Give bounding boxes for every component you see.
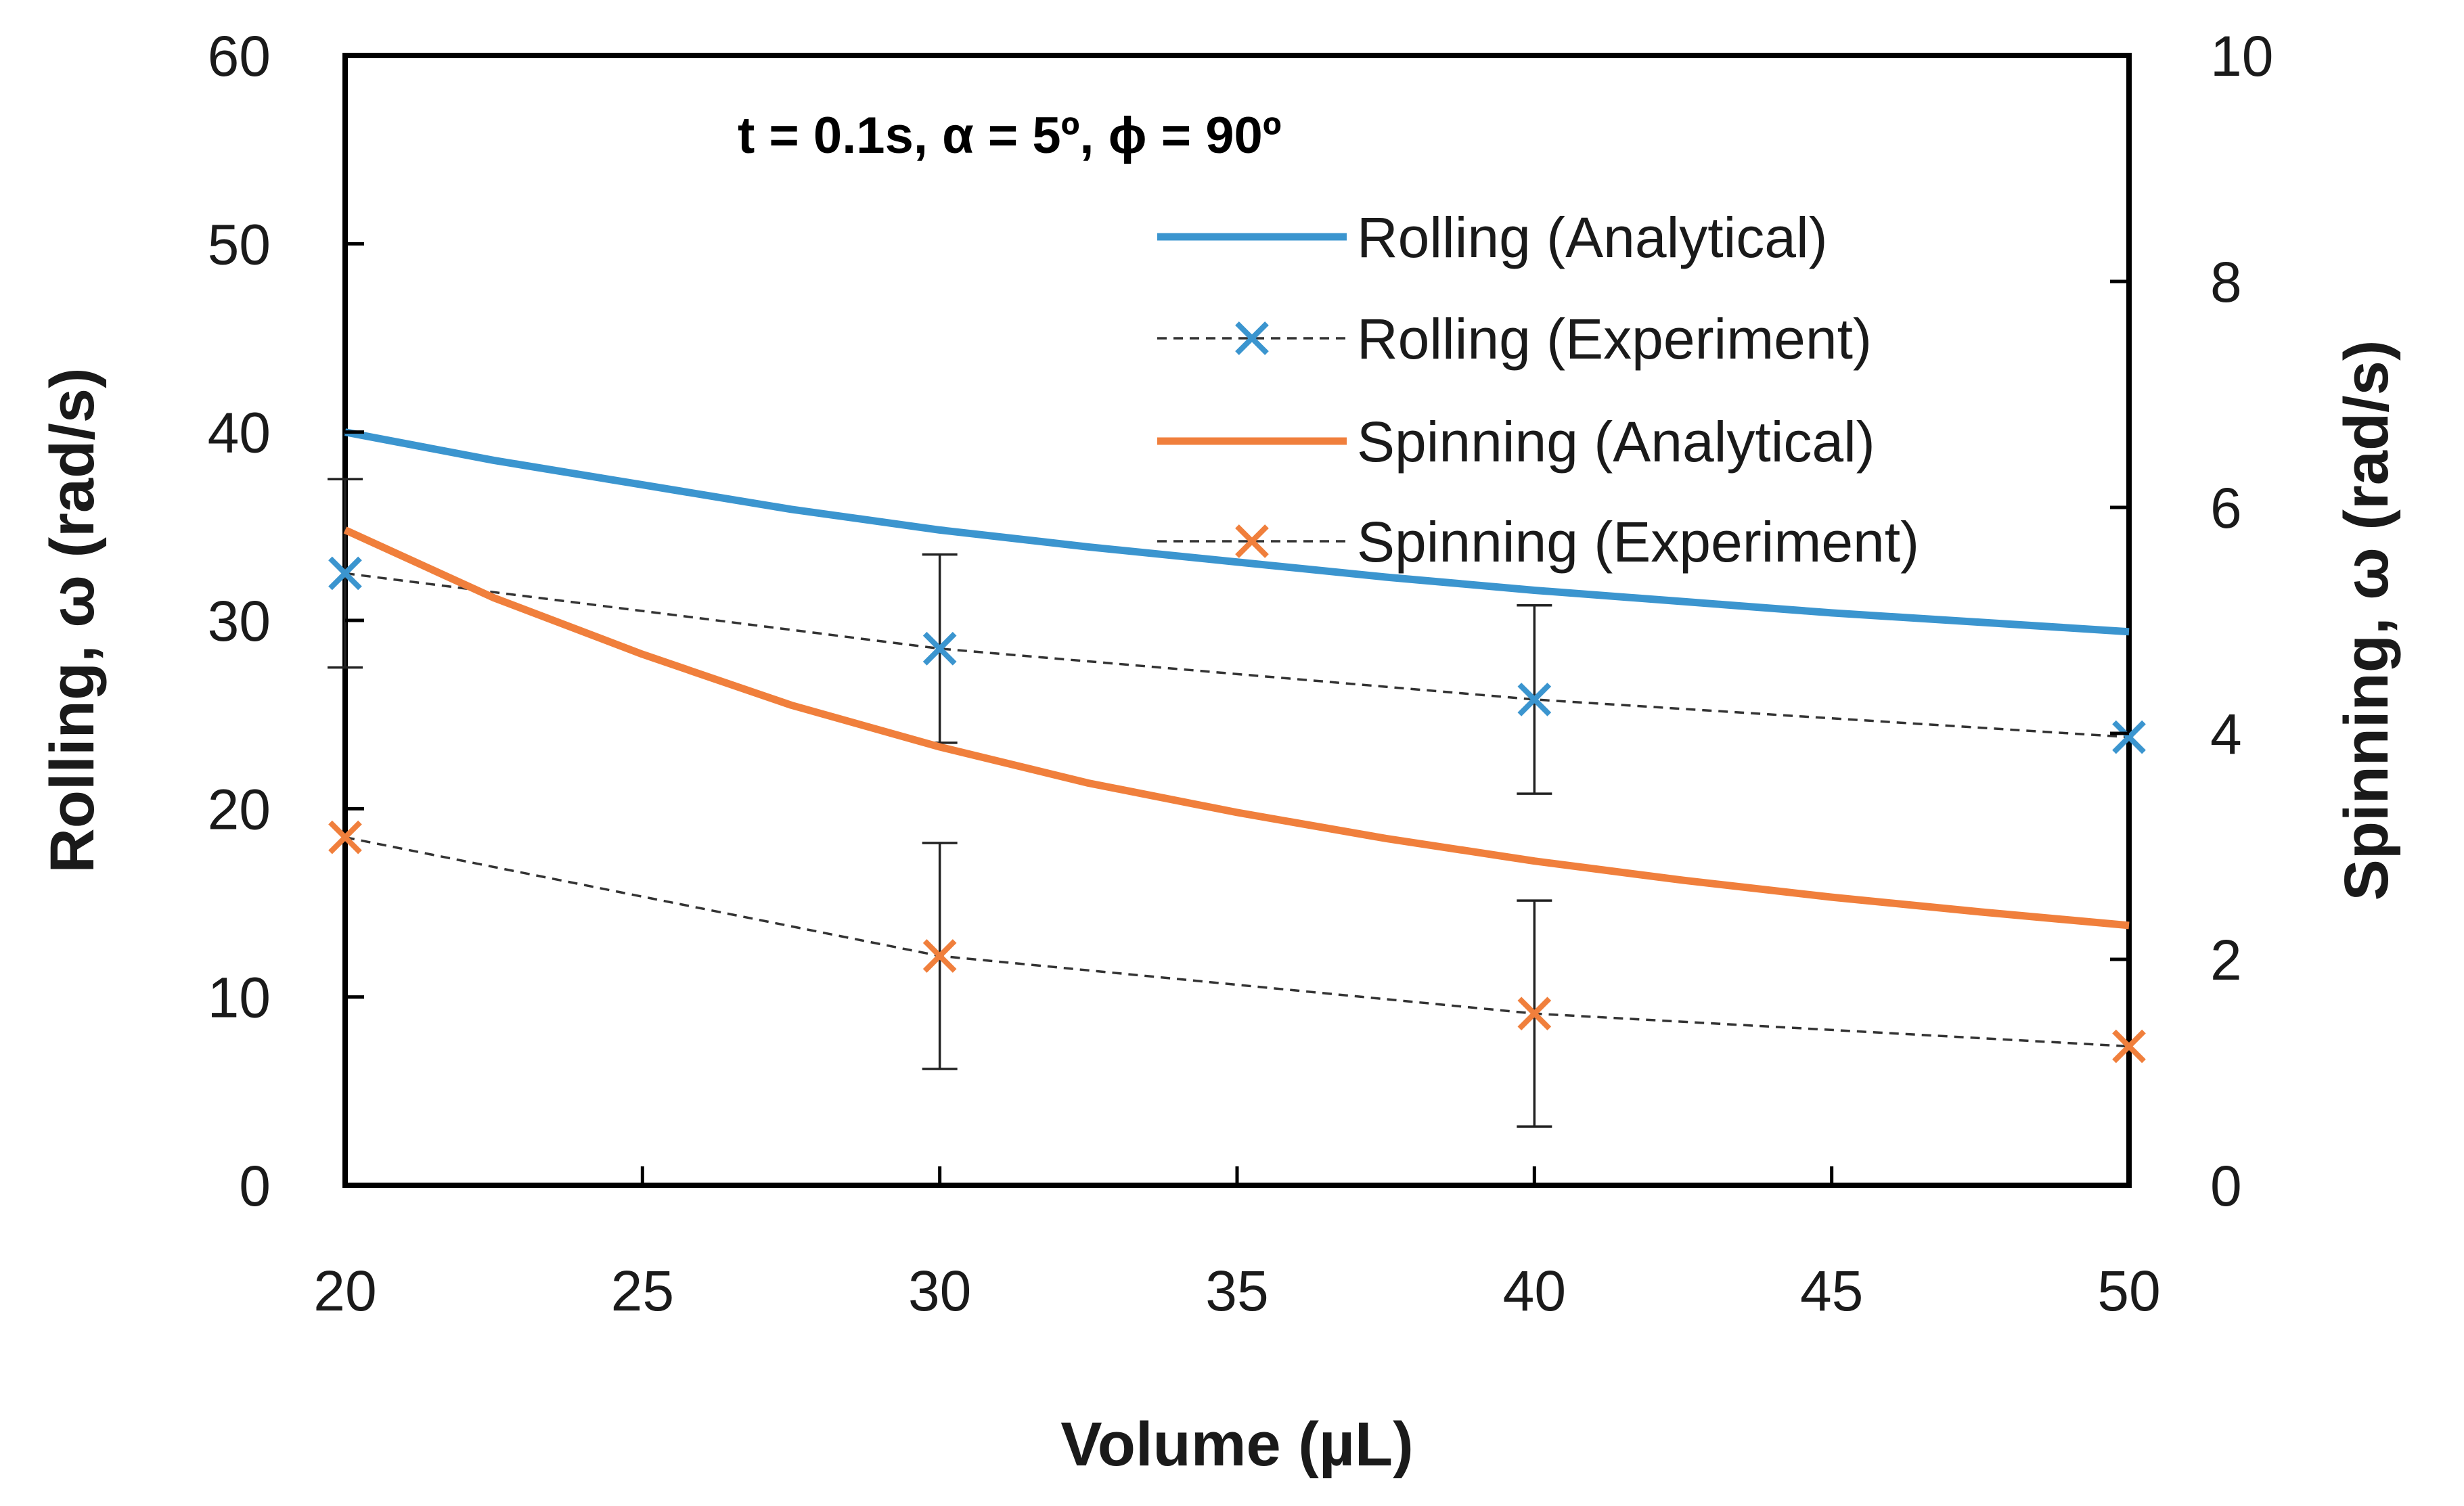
x-tick-label: 25	[611, 1259, 674, 1323]
marker-stroke	[922, 939, 957, 973]
legend-label-rolling-experiment: Rolling (Experiment)	[1357, 307, 1872, 371]
data-point-spinning-experiment	[2112, 1029, 2146, 1064]
x-tick-label: 40	[1503, 1259, 1566, 1323]
y-right-tick-label: 10	[2210, 24, 2273, 88]
x-tick-label: 30	[908, 1259, 971, 1323]
data-point-spinning-experiment	[1517, 997, 1552, 1030]
y-left-tick-label: 40	[208, 401, 271, 465]
marker-stroke	[2112, 720, 2146, 754]
plot-area	[342, 53, 2132, 1188]
legend-label-spinning-experiment: Spinning (Experiment)	[1357, 510, 1919, 574]
y-right-tick-label: 8	[2210, 250, 2242, 314]
data-point-rolling-experiment	[328, 556, 362, 591]
y-left-tick-label: 20	[208, 777, 271, 841]
y-right-tick-label: 2	[2210, 928, 2242, 992]
series-line-rolling-experiment	[344, 572, 2130, 739]
y-right-tick-label: 4	[2210, 702, 2242, 766]
y-left-tick-label: 0	[239, 1154, 271, 1218]
x-tick-label: 50	[2097, 1259, 2160, 1323]
x-axis-title: Volume (µL)	[1060, 1410, 1414, 1479]
y-left-tick-label: 60	[208, 24, 271, 88]
data-point-rolling-experiment	[922, 631, 957, 666]
legend-label-spinning-analytical: Spinning (Analytical)	[1357, 410, 1875, 474]
series-lines	[343, 428, 2130, 1048]
legend-marker	[1235, 524, 1269, 558]
y-left-tick-label: 30	[208, 589, 271, 653]
tick-labels: 20 25 30 35 40 45 50 0 10 20 30 40 50 60 0 2 4 6 8 10	[208, 24, 2274, 1323]
marker-stroke	[2112, 1029, 2146, 1064]
legend: Rolling (Analytical) Rolling (Experiment)…	[1157, 206, 1919, 574]
data-point-rolling-experiment	[2112, 720, 2146, 754]
marker-stroke	[328, 556, 362, 591]
y-axis-title-left: Rolling, ω (rad/s)	[38, 367, 107, 873]
series-markers	[328, 556, 2146, 1064]
y-left-tick-label: 50	[208, 212, 271, 276]
legend-label-rolling-analytical: Rolling (Analytical)	[1357, 206, 1828, 269]
marker-stroke	[328, 820, 362, 854]
annotation-text: t = 0.1s, α = 5º, ϕ = 90º	[738, 107, 1282, 164]
data-point-rolling-experiment	[1517, 683, 1552, 716]
y-left-tick-label: 10	[208, 966, 271, 1030]
x-tick-label: 35	[1205, 1259, 1268, 1323]
x-tick-label: 20	[313, 1259, 376, 1323]
y-right-tick-label: 0	[2210, 1154, 2242, 1218]
axis-ticks	[343, 53, 2131, 1187]
x-tick-label: 45	[1800, 1259, 1863, 1323]
data-point-spinning-experiment	[328, 820, 362, 854]
series-line-rolling-analytical	[344, 428, 2130, 636]
series-line-spinning-experiment	[344, 836, 2130, 1048]
legend-marker	[1235, 321, 1269, 355]
marker-stroke	[1517, 997, 1552, 1030]
data-point-spinning-experiment	[922, 939, 957, 973]
series-line-spinning-analytical	[343, 526, 2130, 930]
marker-stroke	[922, 631, 957, 666]
y-axis-title-right: Spinning, ω (rad/s)	[2332, 340, 2401, 900]
y-right-tick-label: 6	[2210, 476, 2242, 540]
marker-stroke	[1517, 683, 1552, 716]
